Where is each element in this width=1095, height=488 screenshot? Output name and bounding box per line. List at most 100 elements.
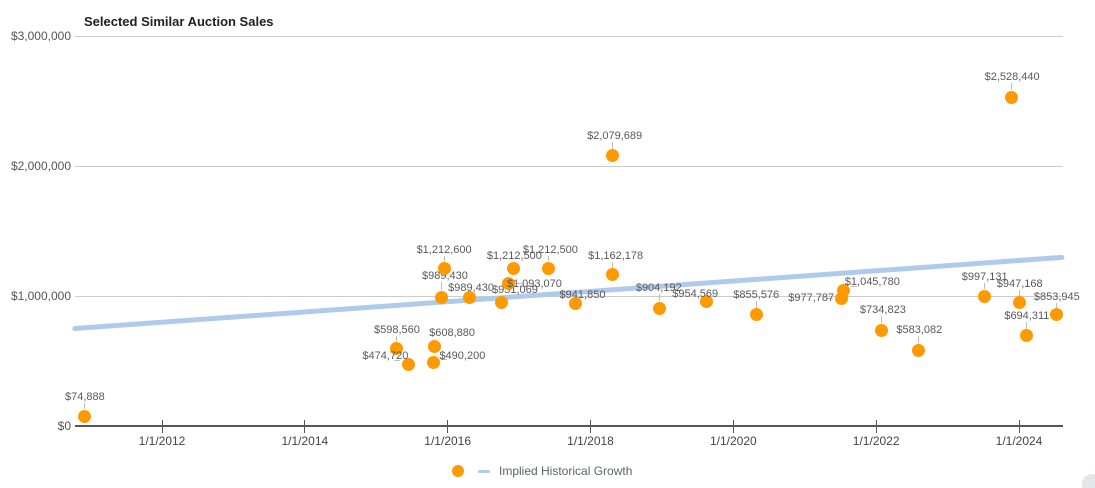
- point-annotation: $1,093,070: [506, 277, 562, 290]
- legend[interactable]: Implied Historical Growth: [452, 464, 632, 478]
- gridline: [75, 35, 1063, 37]
- x-axis-tick: [590, 420, 591, 433]
- x-axis-tick-label: 1/1/2014: [281, 434, 329, 448]
- point-annotation: $694,311: [1004, 309, 1050, 322]
- x-axis-tick-label: 1/1/2022: [852, 434, 900, 448]
- point-annotation: $997,131: [961, 271, 1008, 284]
- data-point[interactable]: [401, 357, 415, 371]
- x-axis-line: [75, 425, 1063, 427]
- point-annotation: $490,200: [439, 350, 486, 363]
- legend-label: Implied Historical Growth: [499, 464, 633, 478]
- y-axis-tick-label: $0: [57, 419, 71, 433]
- point-annotation: $598,560: [374, 324, 420, 337]
- x-axis-tick-label: 1/1/2016: [424, 434, 472, 448]
- annotation-stem: [516, 283, 523, 285]
- data-point[interactable]: [78, 409, 92, 423]
- x-axis-tick-label: 1/1/2018: [567, 434, 614, 448]
- point-annotation: $954,569: [672, 287, 719, 300]
- annotation-stem: [441, 282, 443, 291]
- point-annotation: $2,528,440: [984, 71, 1040, 84]
- data-point[interactable]: [836, 283, 850, 297]
- point-annotation: $941,850: [559, 288, 606, 301]
- point-annotation: $474,720: [362, 350, 409, 363]
- data-point[interactable]: [462, 290, 476, 304]
- annotation-stem: [441, 358, 448, 360]
- point-annotation: $734,823: [859, 304, 906, 317]
- data-point[interactable]: [437, 261, 451, 275]
- data-point[interactable]: [749, 308, 763, 322]
- data-point[interactable]: [541, 261, 555, 275]
- annotation-stem: [612, 261, 614, 268]
- point-annotation: $1,212,600: [416, 244, 472, 257]
- point-annotation: $947,168: [996, 277, 1043, 290]
- corner-widget: [1082, 474, 1095, 488]
- y-axis-tick-label: $3,000,000: [10, 29, 71, 43]
- data-point[interactable]: [911, 343, 925, 357]
- point-annotation: $1,212,500: [486, 250, 542, 263]
- annotation-stem: [827, 297, 834, 299]
- data-point[interactable]: [569, 297, 582, 311]
- point-annotation: $1,212,500: [522, 244, 578, 257]
- data-point[interactable]: [1020, 329, 1034, 343]
- x-axis-tick-label: 1/1/2012: [138, 434, 186, 448]
- data-point[interactable]: [699, 295, 713, 309]
- annotation-stem: [394, 359, 401, 361]
- data-point[interactable]: [606, 149, 620, 163]
- chart-title: Selected Similar Auction Sales: [84, 14, 274, 29]
- data-point[interactable]: [426, 355, 440, 369]
- point-annotation: $977,787: [788, 291, 835, 304]
- data-point[interactable]: [390, 341, 404, 355]
- trend-line-icon: [478, 469, 490, 473]
- x-axis-tick-label: 1/1/2024: [995, 434, 1043, 448]
- annotation-stem: [917, 336, 919, 344]
- annotation-stem: [612, 141, 614, 149]
- annotation-stem: [755, 300, 757, 308]
- annotation-stem: [1019, 289, 1021, 296]
- data-point[interactable]: [506, 261, 520, 275]
- data-point[interactable]: [427, 340, 441, 354]
- annotation-stem: [84, 403, 86, 410]
- annotation-stem: [851, 285, 858, 287]
- point-annotation: $855,576: [733, 288, 780, 301]
- point-annotation: $989,430: [422, 270, 468, 283]
- annotation-stem: [984, 283, 986, 290]
- annotation-stem: [1056, 302, 1058, 308]
- data-point[interactable]: [653, 301, 667, 315]
- point-annotation: $608,880: [429, 326, 476, 339]
- data-point[interactable]: [1050, 308, 1064, 322]
- series-marker-icon: [452, 465, 464, 477]
- y-axis-tick-label: $2,000,000: [10, 159, 71, 173]
- annotation-stem: [443, 256, 445, 262]
- x-axis-tick: [304, 420, 306, 433]
- data-point[interactable]: [978, 289, 992, 303]
- annotation-stem: [547, 256, 549, 262]
- annotation-stem: [396, 336, 398, 342]
- annotation-stem: [881, 316, 883, 324]
- data-point[interactable]: [1013, 296, 1027, 310]
- point-annotation: $74,888: [64, 391, 105, 404]
- point-annotation: $2,079,689: [587, 129, 643, 142]
- data-point[interactable]: [875, 323, 889, 337]
- annotation-stem: [1026, 321, 1028, 329]
- point-annotation: $1,162,178: [588, 249, 644, 262]
- y-axis-tick-label: $1,000,000: [10, 289, 71, 303]
- data-point[interactable]: [435, 290, 449, 304]
- point-annotation: $853,945: [1033, 290, 1080, 303]
- x-axis-tick: [875, 420, 877, 433]
- point-annotation: $904,192: [635, 282, 682, 295]
- data-point[interactable]: [501, 277, 515, 291]
- point-annotation: $583,082: [896, 324, 943, 337]
- data-point[interactable]: [495, 295, 509, 309]
- x-axis-tick: [1018, 420, 1020, 433]
- data-point[interactable]: [606, 268, 620, 282]
- point-annotation: $989,430: [448, 282, 495, 295]
- x-axis-tick: [161, 420, 163, 433]
- data-point[interactable]: [1004, 90, 1018, 104]
- x-axis-tick: [732, 420, 734, 433]
- gridline: [75, 165, 1063, 167]
- annotation-stem: [1010, 83, 1012, 91]
- x-axis-tick-label: 1/1/2020: [709, 434, 757, 448]
- annotation-stem: [659, 294, 661, 302]
- point-annotation: $1,045,780: [844, 276, 900, 289]
